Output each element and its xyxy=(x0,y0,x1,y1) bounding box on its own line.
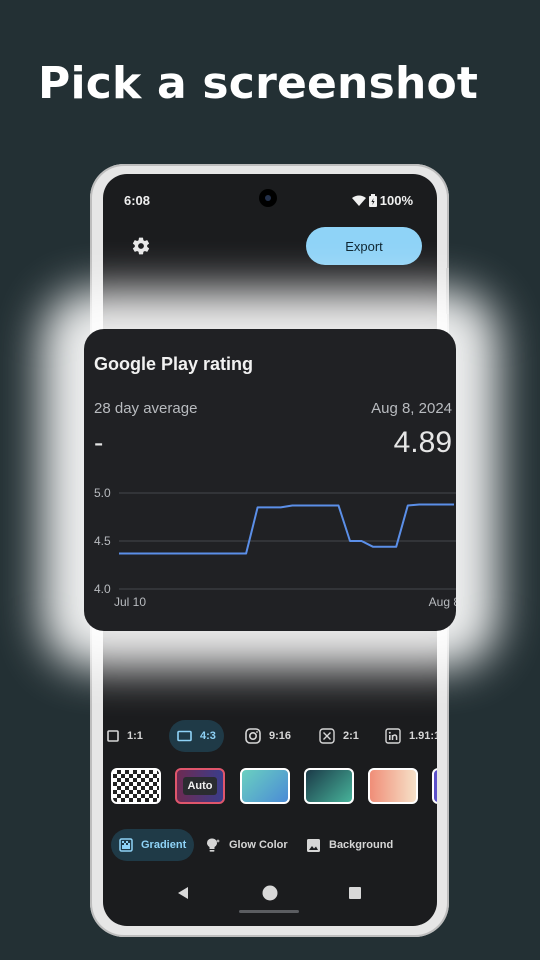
lightbulb-icon xyxy=(207,838,220,852)
linkedin-icon xyxy=(385,728,401,744)
card-date: Aug 8, 2024 xyxy=(371,400,452,417)
card-left-value: - xyxy=(94,427,104,458)
purple-gradient-swatch[interactable] xyxy=(432,768,437,804)
transparent-swatch[interactable] xyxy=(111,768,161,804)
card-subtitle: 28 day average xyxy=(94,400,198,417)
ratio-label: 4:3 xyxy=(200,730,216,742)
y-tick-label: 4.5 xyxy=(94,534,111,548)
status-time: 6:08 xyxy=(124,193,151,208)
image-icon xyxy=(307,838,320,852)
back-icon[interactable] xyxy=(176,886,190,900)
gesture-handle xyxy=(239,910,299,913)
home-icon[interactable] xyxy=(262,885,278,901)
auto-swatch[interactable]: Auto xyxy=(175,768,225,804)
settings-gear-icon[interactable] xyxy=(131,236,151,256)
background-swatches: Auto xyxy=(103,768,437,808)
gradient-icon xyxy=(119,838,133,852)
system-nav-bar xyxy=(103,880,437,916)
wifi-icon xyxy=(351,195,366,206)
rating-series-line xyxy=(119,503,454,555)
front-camera xyxy=(259,189,277,207)
ratio-option-1-1[interactable]: 1:1 xyxy=(107,720,143,752)
ratio-option-2-1[interactable]: 2:1 xyxy=(319,720,359,752)
tab-glow-color[interactable]: Glow Color xyxy=(205,829,288,861)
card-value: 4.89 xyxy=(393,426,452,459)
battery-percent: 100% xyxy=(379,193,413,208)
dark-teal-gradient-swatch[interactable] xyxy=(304,768,354,804)
ratio-label: 1:1 xyxy=(127,730,143,742)
page-headline: Pick a screenshot xyxy=(38,58,479,109)
ratio-label: 1.91:1 xyxy=(409,730,437,742)
instagram-icon xyxy=(245,728,261,744)
tab-label: Gradient xyxy=(141,839,187,851)
recents-icon[interactable] xyxy=(349,887,361,899)
y-tick-label: 5.0 xyxy=(94,486,111,500)
tab-background[interactable]: Background xyxy=(306,829,393,861)
ratio-option-1-91-1[interactable]: 1.91:1 xyxy=(385,720,437,752)
ratio-label: 9:16 xyxy=(269,730,292,742)
ratio-option-4-3[interactable]: 4:3 xyxy=(169,720,224,752)
ratio-option-9-16[interactable]: 9:16 xyxy=(245,720,291,752)
ratio-label: 2:1 xyxy=(343,730,359,742)
rating-card: Google Play rating 28 day average Aug 8,… xyxy=(84,329,456,631)
y-tick-label: 4.0 xyxy=(94,582,111,596)
status-icons: 100% xyxy=(351,193,413,208)
battery-icon xyxy=(368,194,377,207)
tab-label: Background xyxy=(329,839,394,851)
export-button[interactable]: Export xyxy=(306,227,422,265)
style-tabs: Gradient Glow Color Background xyxy=(103,829,437,861)
aspect-ratio-bar: 1:1 4:3 9:16 2:1 1.91:1 xyxy=(103,720,437,754)
rectangle-icon xyxy=(177,730,192,742)
auto-swatch-label: Auto xyxy=(183,777,217,795)
teal-gradient-swatch[interactable] xyxy=(240,768,290,804)
tab-label: Glow Color xyxy=(229,839,288,851)
x-logo-icon xyxy=(319,728,335,744)
peach-gradient-swatch[interactable] xyxy=(368,768,418,804)
tab-gradient[interactable]: Gradient xyxy=(111,829,195,861)
square-icon xyxy=(107,730,119,742)
x-tick-label: Aug 8 xyxy=(429,595,456,609)
card-title: Google Play rating xyxy=(94,354,254,374)
x-tick-label: Jul 10 xyxy=(114,595,146,609)
